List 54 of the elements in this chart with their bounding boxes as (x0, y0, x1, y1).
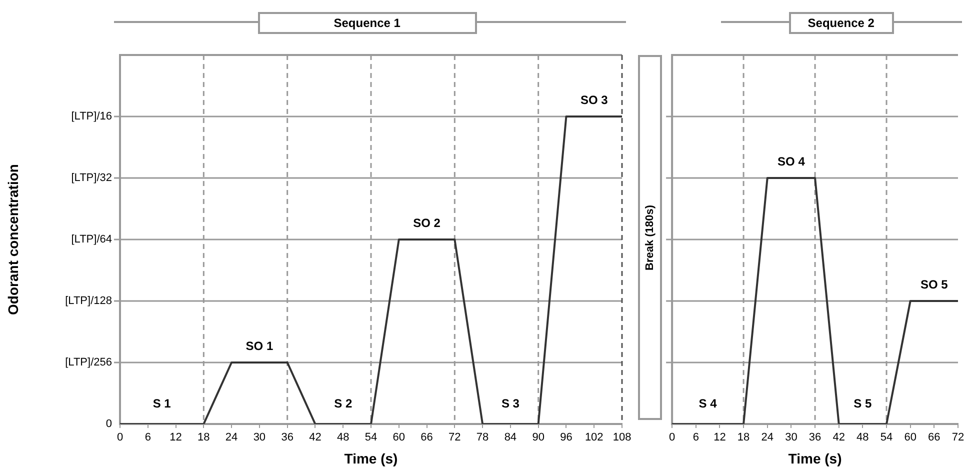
text: [LTP]/256 (65, 356, 112, 369)
x-tick-label: 54 (364, 432, 378, 444)
x-tick-label: 42 (309, 432, 322, 444)
x-tick-label: 54 (880, 432, 893, 444)
text: [LTP]/128 (65, 295, 112, 308)
text: Sequence 1 (258, 12, 477, 34)
x-tick-label: 78 (476, 432, 489, 444)
x-tick-label: 72 (448, 432, 461, 444)
annotation: S 3 (501, 396, 520, 410)
x-axis-title: Time (s) (344, 450, 398, 466)
annotation: S 5 (854, 396, 872, 410)
x-tick-label: 60 (392, 432, 406, 444)
text: [LTP]/64 (71, 234, 112, 246)
x-tick-label: 0 (668, 432, 676, 444)
x-tick-label: 66 (420, 432, 433, 444)
x-tick-label: 24 (761, 432, 774, 444)
x-tick-label: 18 (198, 432, 210, 444)
x-tick-label: 24 (225, 432, 238, 444)
x-tick-label: 18 (737, 432, 750, 444)
x-tick-label: 0 (116, 432, 124, 444)
x-tick-label: 48 (856, 432, 869, 444)
x-tick-label: 72 (952, 432, 964, 444)
text: Break (180s) (644, 204, 656, 270)
text: 0 (106, 418, 112, 430)
annotation: S 2 (334, 396, 352, 410)
annotation: SO 3 (580, 92, 608, 107)
annotation: S 4 (698, 396, 718, 410)
y-axis-title: Odorant concentration (4, 164, 21, 315)
text: Sequence 2 (788, 12, 894, 34)
x-tick-label: 90 (532, 432, 544, 444)
x-tick-label: 60 (904, 432, 916, 444)
x-tick-label: 36 (808, 432, 822, 444)
x-tick-label: 30 (785, 432, 798, 444)
x-tick-label: 30 (253, 432, 266, 444)
x-tick-label: 102 (584, 432, 604, 444)
annotation: S 1 (152, 396, 172, 410)
x-tick-label: 48 (336, 432, 350, 444)
x-axis-title: Time (s) (788, 450, 842, 466)
x-tick-label: 12 (714, 432, 726, 444)
x-tick-label: 6 (144, 432, 151, 444)
x-tick-label: 96 (560, 432, 572, 444)
x-tick-label: 12 (170, 432, 182, 444)
annotation: SO 5 (920, 277, 948, 292)
annotation: SO 1 (246, 338, 274, 353)
x-tick-label: 6 (692, 432, 699, 444)
x-tick-label: 36 (281, 432, 294, 444)
x-tick-label: 108 (612, 432, 632, 444)
text: [LTP]/32 (71, 172, 112, 184)
annotation: SO 4 (778, 154, 806, 168)
text: [LTP]/16 (71, 110, 112, 123)
x-tick-label: 66 (928, 432, 940, 444)
annotation: SO 2 (413, 216, 441, 230)
x-tick-label: 42 (832, 432, 845, 444)
x-tick-label: 84 (504, 432, 517, 444)
